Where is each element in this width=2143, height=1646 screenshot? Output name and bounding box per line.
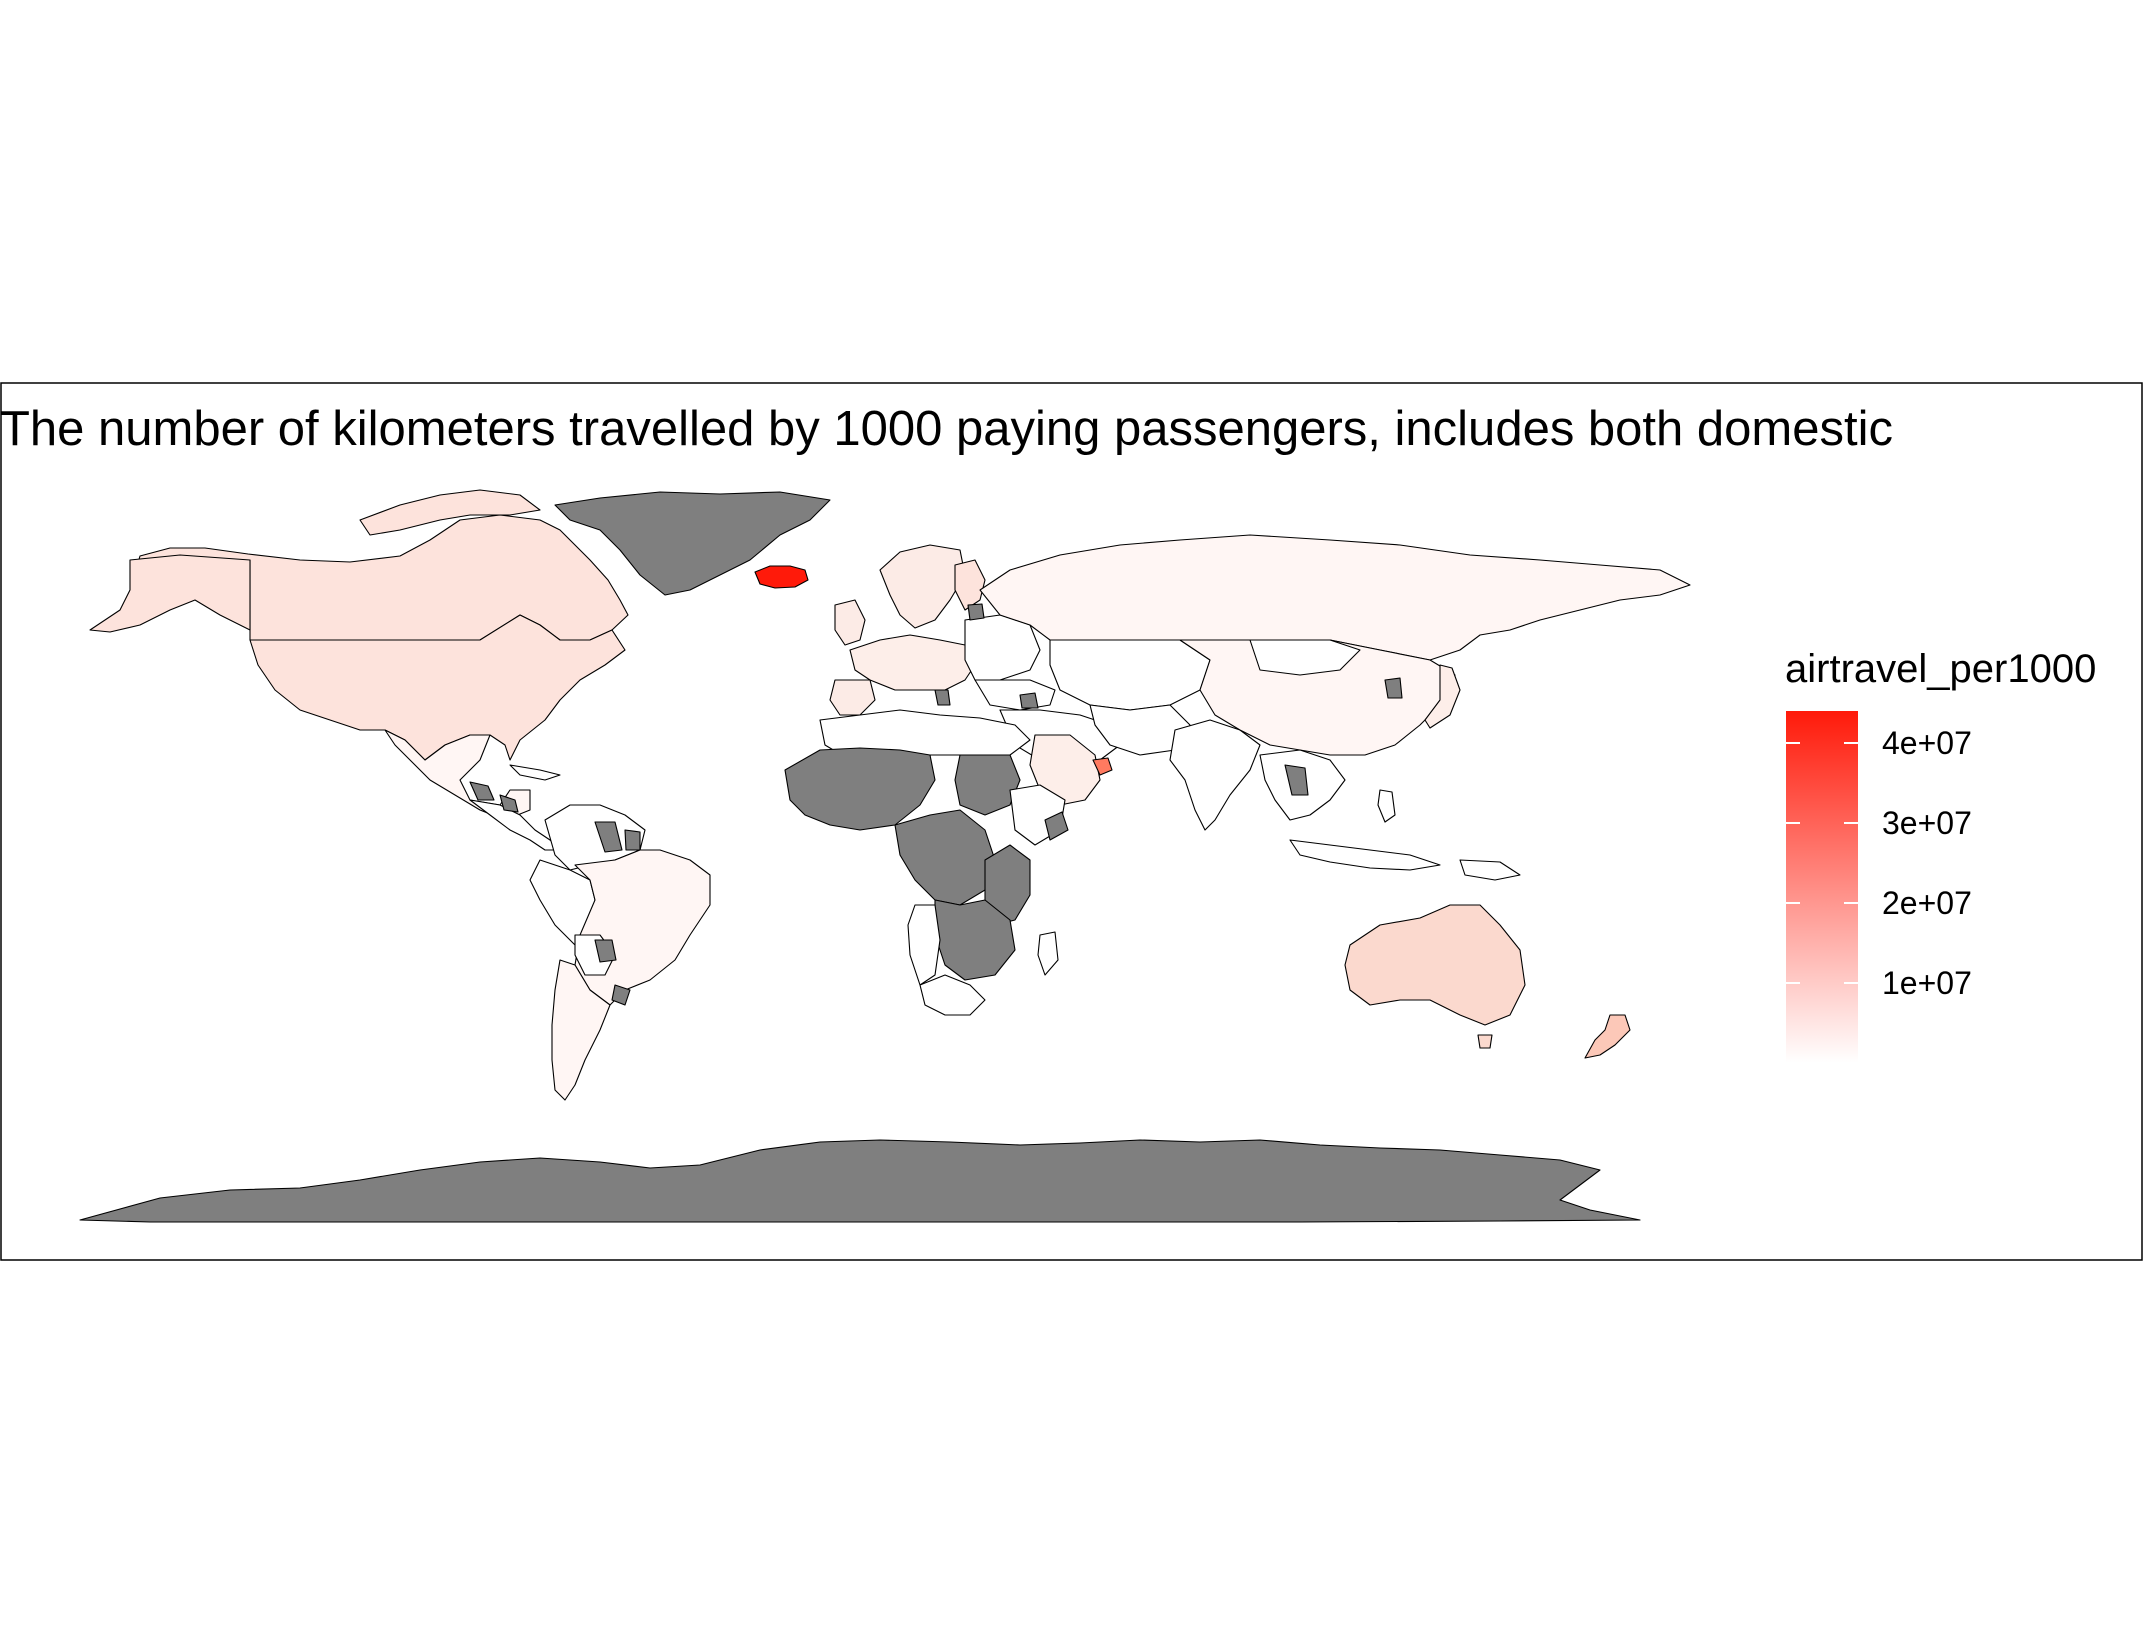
country-uk-ireland [834, 599, 866, 646]
country-japan [1424, 664, 1461, 729]
region-nicaragua-missing [499, 794, 519, 813]
country-suriname [624, 829, 641, 851]
map-title: The number of kilometers travelled by 10… [0, 402, 1893, 456]
country-usa [249, 614, 626, 761]
country-saudi-arabia [1029, 734, 1101, 806]
region-canadian-arctic-islands [359, 489, 541, 536]
country-syria-missing [1019, 692, 1039, 709]
country-sudan [954, 754, 1021, 816]
country-uruguay [611, 984, 631, 1006]
world-map [79, 489, 1691, 1223]
legend-tick-label: 4e+07 [1882, 725, 1972, 761]
country-guyana-suriname [594, 821, 623, 853]
region-indonesia [1289, 839, 1441, 871]
country-madagascar [1037, 931, 1059, 976]
legend-colorbar [1786, 711, 1858, 1063]
legend-ticks: 1e+07 2e+07 3e+07 4e+07 [1786, 725, 1972, 1001]
country-australia [1344, 904, 1526, 1026]
country-paraguay [594, 939, 617, 963]
country-new-zealand [1584, 1014, 1631, 1059]
country-argentina-chile [551, 959, 611, 1101]
region-southern-africa [934, 899, 1016, 981]
region-balkans-missing [934, 689, 951, 706]
legend-tick-label: 1e+07 [1882, 965, 1972, 1001]
country-greenland [554, 491, 831, 596]
country-south-africa [919, 974, 986, 1016]
country-uae [1092, 757, 1113, 776]
panel-border [0, 382, 2143, 1261]
country-alaska [89, 554, 251, 633]
country-north-korea [1384, 677, 1403, 699]
legend-tick-label: 2e+07 [1882, 885, 1972, 921]
region-caribbean [509, 764, 561, 781]
country-mongolia [1249, 639, 1361, 676]
region-west-africa [784, 747, 936, 831]
region-scandinavia [879, 544, 966, 629]
country-papua [1459, 859, 1521, 881]
region-central-america-missing [469, 781, 495, 801]
country-angola-namibia [907, 904, 941, 986]
country-laos [1284, 764, 1309, 796]
country-india [1169, 719, 1261, 831]
country-iceland [754, 565, 809, 589]
region-antarctica [79, 1139, 1641, 1223]
country-tasmania [1477, 1034, 1493, 1049]
country-somalia [1044, 811, 1069, 841]
legend-tick-label: 3e+07 [1882, 805, 1972, 841]
legend-title: airtravel_per1000 [1785, 647, 2096, 691]
legend: airtravel_per1000 1e+07 2e+07 3e+07 4e+07 [1785, 647, 2096, 1063]
region-philippines [1377, 789, 1396, 823]
country-finland [954, 559, 986, 611]
country-belarus-missing [967, 603, 985, 621]
